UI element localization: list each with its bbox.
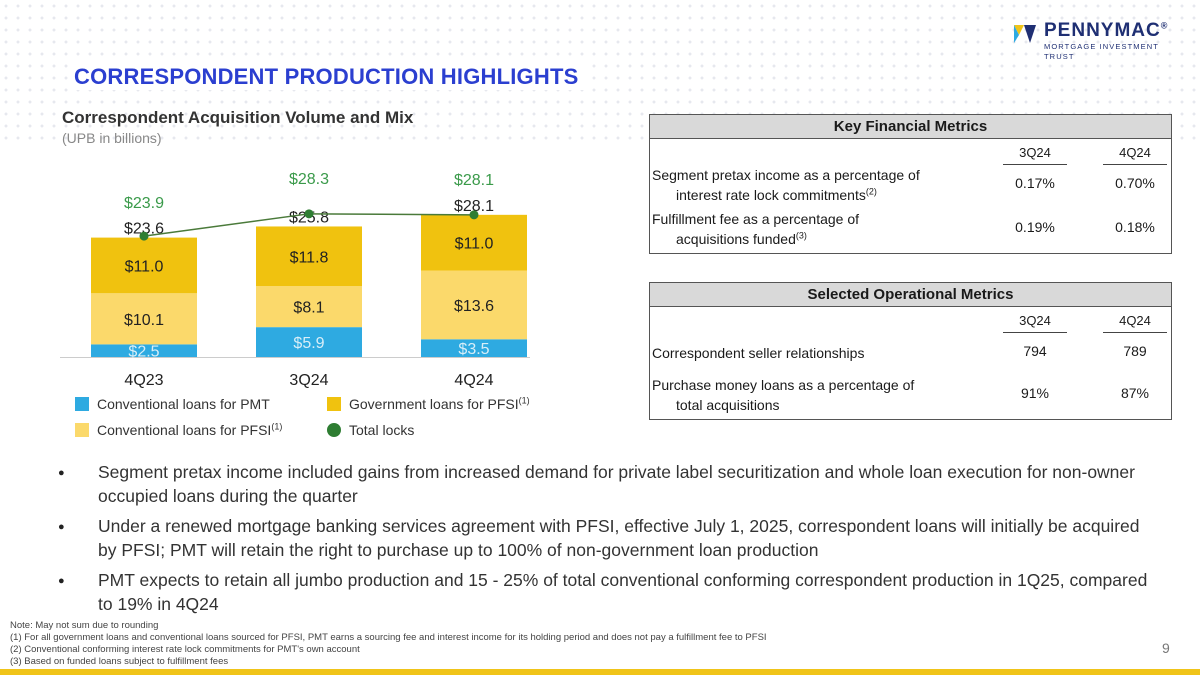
kfm-col-3q24: 3Q24 bbox=[1019, 145, 1051, 160]
bar-segment-label: $11.0 bbox=[125, 258, 164, 275]
som-value: 87% bbox=[1120, 385, 1150, 401]
som-col-4q24: 4Q24 bbox=[1119, 313, 1151, 328]
key-financial-metrics-title: Key Financial Metrics bbox=[650, 115, 1171, 139]
som-row-purchase-money: Purchase money loans as a percentage of … bbox=[650, 367, 1171, 417]
bar-segment-label: $2.5 bbox=[128, 344, 159, 361]
bar-segment-label: $11.0 bbox=[455, 236, 494, 253]
bottom-accent-bar bbox=[0, 669, 1200, 675]
bar-segment-label: $3.5 bbox=[458, 341, 489, 358]
bar-segment-label: $11.8 bbox=[290, 249, 329, 266]
kfm-value: 0.17% bbox=[1015, 175, 1055, 191]
som-col-3q24: 3Q24 bbox=[1019, 313, 1051, 328]
kfm-col-underline bbox=[1103, 164, 1167, 165]
legend-label-total-locks: Total locks bbox=[349, 422, 415, 438]
kfm-value: 0.19% bbox=[1015, 219, 1055, 235]
legend-item-conv-pmt: Conventional loans for PMT bbox=[75, 396, 270, 412]
bar-segment-2 bbox=[256, 226, 362, 287]
som-value: 794 bbox=[1023, 343, 1047, 359]
legend-item-conv-pfsi: Conventional loans for PFSI(1) bbox=[75, 422, 282, 438]
som-row-label: Correspondent seller relationships bbox=[652, 345, 865, 361]
som-value: 91% bbox=[1020, 385, 1050, 401]
total-locks-label: $28.3 bbox=[289, 171, 329, 188]
kfm-row-label: Fulfillment fee as a percentage of acqui… bbox=[652, 211, 860, 247]
footnote: Note: May not sum due to rounding bbox=[10, 620, 159, 631]
legend-swatch-conv-pfsi bbox=[75, 423, 89, 437]
som-col-underline bbox=[1103, 332, 1167, 333]
som-row-label: Purchase money loans as a percentage of … bbox=[652, 377, 915, 413]
kfm-value: 0.70% bbox=[1115, 175, 1155, 191]
bar-segment-1 bbox=[256, 286, 362, 328]
page-title: CORRESPONDENT PRODUCTION HIGHLIGHTS bbox=[74, 64, 585, 90]
bar-segment-0 bbox=[421, 339, 527, 357]
bullet-item: Under a renewed mortgage banking service… bbox=[56, 514, 1156, 562]
bar-segment-label: $5.9 bbox=[293, 335, 324, 352]
pennymac-logo: PENNYMAC® MORTGAGE INVESTMENT TRUST bbox=[1014, 20, 1190, 61]
total-locks-label: $23.9 bbox=[124, 195, 164, 212]
legend-swatch-conv-pmt bbox=[75, 397, 89, 411]
footnote: (2) Conventional conforming interest rat… bbox=[10, 644, 360, 655]
operational-metrics-table: Selected Operational Metrics 3Q24 4Q24 C… bbox=[649, 282, 1172, 420]
bar-segment-label: $13.6 bbox=[454, 298, 494, 315]
bar-segment-2 bbox=[421, 214, 527, 271]
logo-name: PENNYMAC® bbox=[1044, 20, 1169, 41]
kfm-col-4q24: 4Q24 bbox=[1119, 145, 1151, 160]
bar-segment-label: $8.1 bbox=[293, 300, 324, 317]
kfm-row-fulfillment-fee: Fulfillment fee as a percentage of acqui… bbox=[650, 211, 1171, 255]
bar-segment-0 bbox=[256, 327, 362, 357]
legend-label-gov-pfsi: Government loans for PFSI(1) bbox=[349, 395, 530, 412]
pennymac-mark-icon bbox=[1014, 23, 1036, 45]
footnote: (3) Based on funded loans subject to ful… bbox=[10, 656, 229, 667]
legend-label-conv-pmt: Conventional loans for PMT bbox=[97, 396, 270, 412]
legend-item-total-locks: Total locks bbox=[327, 422, 414, 438]
bar-segment-0 bbox=[91, 344, 197, 357]
total-locks-label: $28.1 bbox=[454, 172, 494, 189]
som-col-underline bbox=[1003, 332, 1067, 333]
legend-label-conv-pfsi: Conventional loans for PFSI(1) bbox=[97, 421, 283, 438]
legend-swatch-gov-pfsi bbox=[327, 397, 341, 411]
chart-title: Correspondent Acquisition Volume and Mix bbox=[62, 108, 414, 127]
bar-segment-label: $10.1 bbox=[124, 312, 164, 329]
bullet-item: PMT expects to retain all jumbo producti… bbox=[56, 568, 1156, 616]
bullet-item: Segment pretax income included gains fro… bbox=[56, 460, 1156, 508]
som-row-seller-relationships: Correspondent seller relationships 794 7… bbox=[650, 333, 1171, 367]
total-locks-point bbox=[139, 231, 149, 241]
chart-subtitle: (UPB in billions) bbox=[62, 130, 162, 146]
bar-total-label: $23.6 bbox=[124, 221, 164, 238]
x-tick-label: 4Q24 bbox=[454, 372, 493, 389]
som-value: 789 bbox=[1123, 343, 1147, 359]
footnote: (1) For all government loans and convent… bbox=[10, 632, 767, 643]
logo-subtitle: MORTGAGE INVESTMENT TRUST bbox=[1044, 42, 1159, 61]
kfm-col-underline bbox=[1003, 164, 1067, 165]
legend-item-gov-pfsi: Government loans for PFSI(1) bbox=[327, 396, 530, 412]
total-locks-point bbox=[304, 209, 314, 219]
key-financial-metrics-table: Key Financial Metrics 3Q24 4Q24 Segment … bbox=[649, 114, 1172, 254]
bar-segment-1 bbox=[91, 293, 197, 345]
footnotes: Note: May not sum due to rounding (1) Fo… bbox=[10, 620, 767, 668]
acquisition-volume-chart: $2.5$10.1$11.0$23.64Q23$5.9$8.1$11.8$25.… bbox=[60, 171, 530, 389]
kfm-value: 0.18% bbox=[1115, 219, 1155, 235]
page-number: 9 bbox=[1162, 640, 1170, 656]
operational-metrics-title: Selected Operational Metrics bbox=[650, 283, 1171, 307]
legend-dot-total-locks bbox=[327, 423, 341, 437]
bar-segment-2 bbox=[91, 237, 197, 294]
x-tick-label: 4Q23 bbox=[124, 372, 163, 389]
total-locks-point bbox=[469, 210, 479, 220]
bar-segment-1 bbox=[421, 270, 527, 340]
highlights-bullet-list: Segment pretax income included gains fro… bbox=[56, 460, 1156, 622]
x-tick-label: 3Q24 bbox=[289, 372, 328, 389]
kfm-row-segment-pretax: Segment pretax income as a percentage of… bbox=[650, 165, 1171, 211]
bar-total-label: $28.1 bbox=[454, 198, 494, 215]
kfm-row-label: Segment pretax income as a percentage of… bbox=[652, 167, 920, 203]
